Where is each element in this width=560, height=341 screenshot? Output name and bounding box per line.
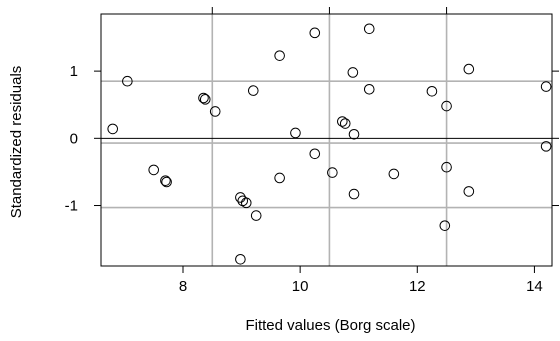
- data-point: [199, 94, 211, 105]
- x-tick-label: 14: [526, 278, 543, 295]
- data-point: [339, 118, 351, 129]
- data-points: [107, 23, 552, 265]
- y-tick-label: -1: [65, 198, 78, 215]
- data-point: [540, 81, 552, 92]
- data-point: [274, 172, 285, 184]
- data-point: [107, 123, 119, 135]
- data-point: [290, 127, 301, 139]
- data-point: [441, 100, 452, 112]
- x-tick-label: 8: [179, 278, 187, 295]
- data-point: [161, 176, 172, 188]
- data-point: [235, 192, 246, 203]
- data-point: [347, 67, 359, 78]
- gridlines: [101, 14, 552, 266]
- data-point: [348, 128, 360, 140]
- data-point: [388, 168, 400, 180]
- tick-labels: 8 10 12 14 -1 0 1: [65, 63, 543, 295]
- x-tick-label: 12: [409, 278, 426, 295]
- data-point: [309, 27, 321, 39]
- data-point: [441, 161, 452, 173]
- data-point: [348, 188, 360, 200]
- data-point: [235, 253, 246, 265]
- data-point: [426, 85, 438, 97]
- data-point: [337, 116, 348, 127]
- data-point: [148, 164, 160, 176]
- data-point: [198, 92, 209, 104]
- plot-frame: [100, 13, 553, 267]
- data-point: [250, 210, 262, 221]
- data-point: [240, 197, 252, 209]
- data-point: [363, 83, 375, 95]
- data-point: [209, 106, 221, 117]
- data-point: [237, 195, 249, 207]
- y-tick-label: 0: [70, 130, 78, 147]
- data-point: [540, 141, 552, 152]
- data-point: [247, 85, 259, 96]
- y-tick-label: 1: [70, 63, 78, 80]
- y-axis-title: Standardized residuals: [8, 66, 25, 219]
- data-point: [309, 148, 321, 160]
- data-point: [363, 23, 375, 35]
- data-point: [160, 175, 171, 186]
- x-axis-title: Fitted values (Borg scale): [245, 317, 415, 334]
- data-point: [122, 75, 133, 87]
- data-point: [327, 167, 338, 178]
- data-point: [274, 50, 285, 61]
- data-point: [463, 63, 475, 75]
- axis-ticks: [94, 7, 559, 273]
- data-point: [463, 186, 475, 197]
- data-point: [439, 220, 451, 231]
- x-tick-label: 10: [292, 278, 309, 295]
